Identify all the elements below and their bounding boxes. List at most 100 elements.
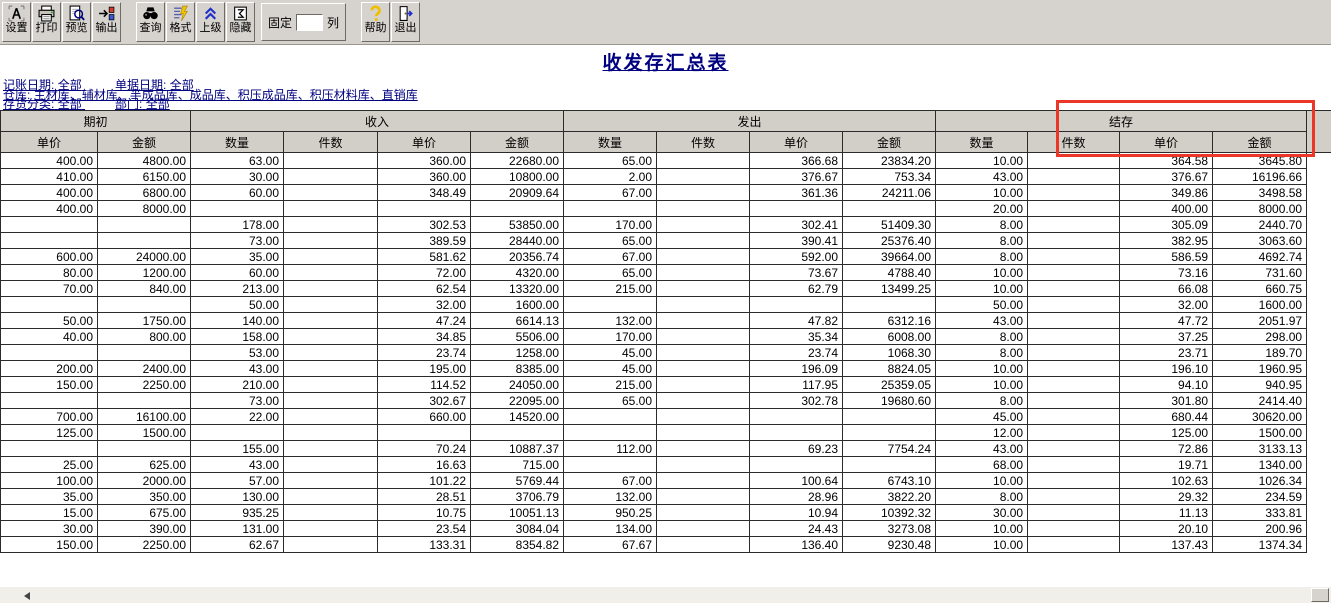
table-cell[interactable]: 4800.00 xyxy=(96,152,192,169)
table-cell[interactable]: 170.00 xyxy=(563,328,658,345)
table-cell[interactable]: 66.08 xyxy=(1119,280,1214,297)
table-cell[interactable]: 715.00 xyxy=(470,456,565,473)
table-cell[interactable]: 390.00 xyxy=(96,520,192,537)
table-cell[interactable]: 12.00 xyxy=(935,424,1029,441)
table-cell[interactable]: 134.00 xyxy=(563,520,658,537)
table-cell[interactable]: 20.10 xyxy=(1119,520,1214,537)
table-cell[interactable]: 53.00 xyxy=(190,344,285,361)
table-cell[interactable]: 65.00 xyxy=(563,232,658,249)
table-cell[interactable]: 8.00 xyxy=(935,232,1029,249)
table-cell[interactable]: 45.00 xyxy=(563,360,658,377)
table-cell[interactable]: 51409.30 xyxy=(842,216,937,233)
table-cell[interactable] xyxy=(96,344,192,361)
table-cell[interactable]: 125.00 xyxy=(0,424,98,441)
table-cell[interactable]: 2000.00 xyxy=(96,472,192,489)
table-cell[interactable] xyxy=(656,232,751,249)
table-cell[interactable] xyxy=(749,424,844,441)
table-cell[interactable] xyxy=(190,200,285,217)
table-cell[interactable]: 2250.00 xyxy=(96,536,192,553)
table-cell[interactable]: 1026.34 xyxy=(1212,472,1308,489)
scroll-right-button[interactable] xyxy=(1311,588,1329,602)
table-cell[interactable]: 8824.05 xyxy=(842,360,937,377)
table-cell[interactable]: 125.00 xyxy=(1119,424,1214,441)
table-cell[interactable]: 14520.00 xyxy=(470,408,565,425)
table-cell[interactable]: 136.40 xyxy=(749,536,844,553)
table-cell[interactable]: 950.25 xyxy=(563,504,658,521)
table-cell[interactable]: 133.31 xyxy=(377,536,472,553)
table-cell[interactable]: 10.00 xyxy=(935,536,1029,553)
table-cell[interactable]: 305.09 xyxy=(1119,216,1214,233)
table-cell[interactable] xyxy=(283,520,379,537)
table-cell[interactable] xyxy=(656,504,751,521)
table-cell[interactable]: 23.54 xyxy=(377,520,472,537)
help-button[interactable]: 帮助 xyxy=(361,2,391,42)
table-cell[interactable] xyxy=(0,216,98,233)
table-cell[interactable] xyxy=(1027,472,1121,489)
table-cell[interactable] xyxy=(1027,392,1121,409)
table-cell[interactable]: 200.96 xyxy=(1212,520,1308,537)
table-cell[interactable]: 400.00 xyxy=(0,152,98,169)
table-cell[interactable] xyxy=(470,200,565,217)
table-cell[interactable]: 57.00 xyxy=(190,472,285,489)
table-cell[interactable] xyxy=(1027,328,1121,345)
table-cell[interactable]: 10.75 xyxy=(377,504,472,521)
hide-button[interactable]: 隐藏 xyxy=(226,2,255,42)
table-cell[interactable]: 302.53 xyxy=(377,216,472,233)
settings-button[interactable]: 设置 xyxy=(2,2,31,42)
table-cell[interactable]: 43.00 xyxy=(190,456,285,473)
table-cell[interactable] xyxy=(283,328,379,345)
table-cell[interactable] xyxy=(1027,504,1121,521)
table-cell[interactable]: 170.00 xyxy=(563,216,658,233)
table-cell[interactable] xyxy=(563,456,658,473)
table-cell[interactable]: 680.44 xyxy=(1119,408,1214,425)
table-cell[interactable]: 23.74 xyxy=(749,344,844,361)
table-cell[interactable]: 215.00 xyxy=(563,280,658,297)
table-cell[interactable] xyxy=(1027,232,1121,249)
table-cell[interactable]: 189.70 xyxy=(1212,344,1308,361)
table-cell[interactable]: 234.59 xyxy=(1212,488,1308,505)
table-cell[interactable]: 1960.95 xyxy=(1212,360,1308,377)
table-cell[interactable]: 20356.74 xyxy=(470,248,565,265)
table-cell[interactable]: 6614.13 xyxy=(470,312,565,329)
exit-button[interactable]: 退出 xyxy=(391,2,421,42)
table-cell[interactable]: 73.00 xyxy=(190,392,285,409)
table-cell[interactable]: 196.10 xyxy=(1119,360,1214,377)
table-cell[interactable] xyxy=(470,424,565,441)
table-cell[interactable]: 131.00 xyxy=(190,520,285,537)
table-cell[interactable]: 390.41 xyxy=(749,232,844,249)
table-cell[interactable]: 350.00 xyxy=(96,488,192,505)
table-cell[interactable] xyxy=(283,424,379,441)
table-cell[interactable]: 8.00 xyxy=(935,216,1029,233)
table-cell[interactable] xyxy=(1027,344,1121,361)
table-cell[interactable] xyxy=(749,296,844,313)
table-cell[interactable]: 72.00 xyxy=(377,264,472,281)
table-cell[interactable]: 20909.64 xyxy=(470,184,565,201)
table-cell[interactable]: 114.52 xyxy=(377,376,472,393)
table-cell[interactable] xyxy=(842,456,937,473)
table-cell[interactable]: 20.00 xyxy=(935,200,1029,217)
table-cell[interactable]: 13320.00 xyxy=(470,280,565,297)
table-cell[interactable]: 101.22 xyxy=(377,472,472,489)
table-cell[interactable]: 210.00 xyxy=(190,376,285,393)
table-cell[interactable] xyxy=(283,264,379,281)
table-cell[interactable] xyxy=(0,296,98,313)
table-cell[interactable] xyxy=(563,408,658,425)
table-cell[interactable] xyxy=(283,312,379,329)
table-cell[interactable] xyxy=(656,424,751,441)
table-cell[interactable]: 2440.70 xyxy=(1212,216,1308,233)
table-cell[interactable]: 195.00 xyxy=(377,360,472,377)
table-cell[interactable]: 24.43 xyxy=(749,520,844,537)
table-cell[interactable] xyxy=(96,216,192,233)
table-cell[interactable] xyxy=(283,200,379,217)
table-cell[interactable]: 675.00 xyxy=(96,504,192,521)
table-cell[interactable]: 1500.00 xyxy=(96,424,192,441)
table-cell[interactable]: 3133.13 xyxy=(1212,440,1308,457)
table-cell[interactable]: 592.00 xyxy=(749,248,844,265)
table-cell[interactable] xyxy=(656,488,751,505)
table-cell[interactable]: 2051.97 xyxy=(1212,312,1308,329)
table-cell[interactable]: 376.67 xyxy=(1119,168,1214,185)
table-cell[interactable]: 130.00 xyxy=(190,488,285,505)
table-cell[interactable]: 8000.00 xyxy=(96,200,192,217)
table-cell[interactable] xyxy=(0,232,98,249)
table-cell[interactable]: 34.85 xyxy=(377,328,472,345)
